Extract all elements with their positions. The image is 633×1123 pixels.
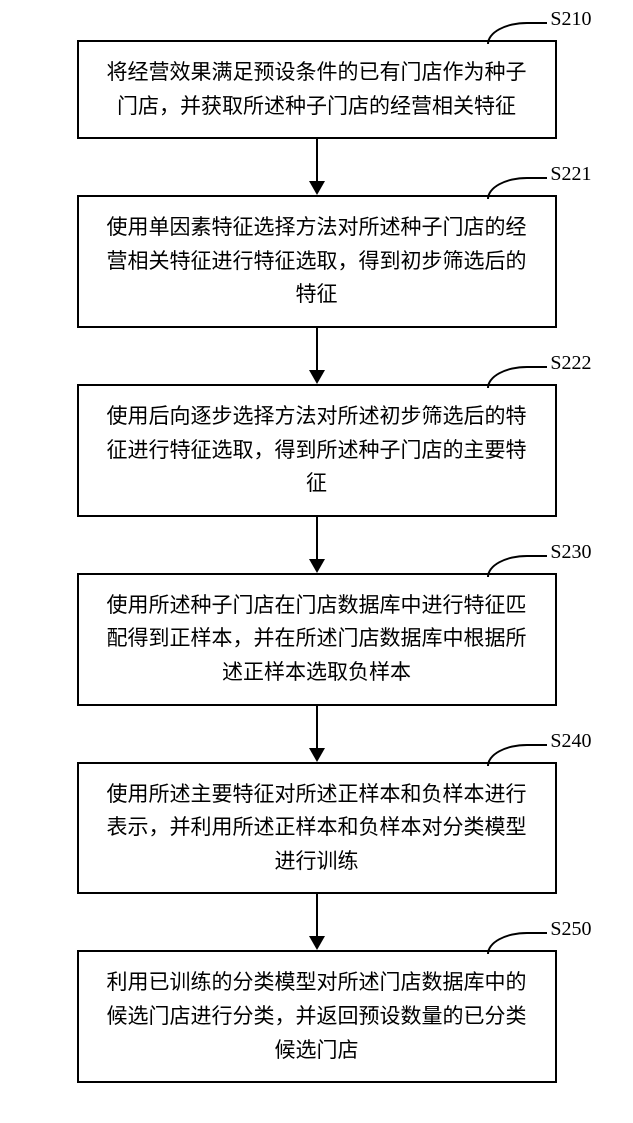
step-box: 使用单因素特征选择方法对所述种子门店的经营相关特征进行特征选取，得到初步筛选后的…: [77, 195, 557, 328]
arrow: [309, 706, 325, 762]
arrow-head: [309, 936, 325, 950]
step-box: 利用已训练的分类模型对所述门店数据库中的候选门店进行分类，并返回预设数量的已分类…: [77, 950, 557, 1083]
step-s250: S250 利用已训练的分类模型对所述门店数据库中的候选门店进行分类，并返回预设数…: [32, 950, 602, 1083]
arrow: [309, 517, 325, 573]
step-box: 使用所述种子门店在门店数据库中进行特征匹配得到正样本，并在所述门店数据库中根据所…: [77, 573, 557, 706]
arrow-line: [316, 517, 318, 559]
step-box: 使用后向逐步选择方法对所述初步筛选后的特征进行特征选取，得到所述种子门店的主要特…: [77, 384, 557, 517]
step-box: 使用所述主要特征对所述正样本和负样本进行表示，并利用所述正样本和负样本对分类模型…: [77, 762, 557, 895]
arrow-line: [316, 894, 318, 936]
label-connector: [487, 22, 547, 44]
step-label: S240: [550, 730, 591, 753]
arrow-line: [316, 328, 318, 370]
step-label: S221: [550, 163, 591, 186]
step-s221: S221 使用单因素特征选择方法对所述种子门店的经营相关特征进行特征选取，得到初…: [32, 195, 602, 328]
arrow-head: [309, 181, 325, 195]
label-connector: [487, 555, 547, 577]
step-s210: S210 将经营效果满足预设条件的已有门店作为种子门店，并获取所述种子门店的经营…: [32, 40, 602, 139]
step-s222: S222 使用后向逐步选择方法对所述初步筛选后的特征进行特征选取，得到所述种子门…: [32, 384, 602, 517]
label-connector: [487, 932, 547, 954]
step-box: 将经营效果满足预设条件的已有门店作为种子门店，并获取所述种子门店的经营相关特征: [77, 40, 557, 139]
arrow: [309, 139, 325, 195]
arrow-head: [309, 370, 325, 384]
arrow-head: [309, 559, 325, 573]
arrow: [309, 328, 325, 384]
arrow: [309, 894, 325, 950]
arrow-head: [309, 748, 325, 762]
label-connector: [487, 744, 547, 766]
label-connector: [487, 177, 547, 199]
step-label: S222: [550, 352, 591, 375]
step-s230: S230 使用所述种子门店在门店数据库中进行特征匹配得到正样本，并在所述门店数据…: [32, 573, 602, 706]
step-label: S250: [550, 918, 591, 941]
flowchart-container: S210 将经营效果满足预设条件的已有门店作为种子门店，并获取所述种子门店的经营…: [32, 40, 602, 1083]
step-label: S210: [550, 8, 591, 31]
arrow-line: [316, 139, 318, 181]
step-label: S230: [550, 541, 591, 564]
arrow-line: [316, 706, 318, 748]
step-s240: S240 使用所述主要特征对所述正样本和负样本进行表示，并利用所述正样本和负样本…: [32, 762, 602, 895]
label-connector: [487, 366, 547, 388]
